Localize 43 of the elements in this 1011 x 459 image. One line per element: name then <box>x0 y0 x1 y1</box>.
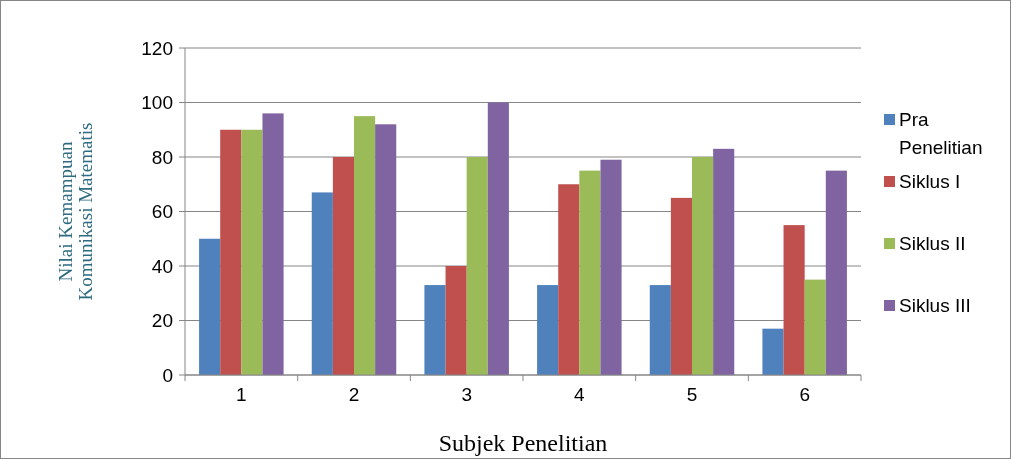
bar <box>804 279 826 375</box>
bar <box>354 116 376 375</box>
y-tick-label: 80 <box>151 146 173 168</box>
y-tick-label: 40 <box>151 255 173 277</box>
bar <box>375 124 397 375</box>
bar <box>692 157 714 375</box>
x-tick-label: 2 <box>348 384 360 405</box>
bar <box>199 238 221 375</box>
bar <box>579 170 601 375</box>
bar <box>262 113 284 375</box>
y-tick-label: 100 <box>141 92 173 114</box>
bar <box>825 170 847 375</box>
bar <box>670 197 692 375</box>
y-axis-title: Nilai Kemampuan Komunikasi Matematis <box>55 122 96 301</box>
x-tick-label: 1 <box>236 384 247 405</box>
x-tick-label: 5 <box>686 384 698 405</box>
bar <box>783 225 805 375</box>
bar <box>537 285 559 375</box>
x-tick-label: 3 <box>461 384 472 405</box>
legend-label: Pra Penelitian <box>899 108 983 158</box>
y-tick-label: 20 <box>151 310 173 332</box>
bar <box>445 266 467 375</box>
bar <box>649 285 671 375</box>
bar <box>762 328 784 375</box>
y-tick-label: 60 <box>151 201 173 223</box>
bar <box>220 129 242 375</box>
y-tick-label: 0 <box>162 364 173 386</box>
x-tick-label: 4 <box>574 384 586 405</box>
bar <box>558 184 580 375</box>
bar <box>600 159 622 375</box>
bar <box>311 192 333 375</box>
legend-label: Siklus II <box>899 232 966 254</box>
bar <box>241 129 263 375</box>
bar <box>713 148 735 375</box>
bar <box>487 102 509 375</box>
y-tick-label: 120 <box>141 37 173 59</box>
bar <box>332 157 354 375</box>
legend-label: Siklus I <box>899 170 961 192</box>
legend-label: Siklus III <box>899 294 971 316</box>
x-tick-label: 6 <box>799 384 810 405</box>
bar <box>466 157 488 375</box>
x-axis-title: Subjek Penelitian <box>438 430 608 456</box>
bar <box>424 285 446 375</box>
